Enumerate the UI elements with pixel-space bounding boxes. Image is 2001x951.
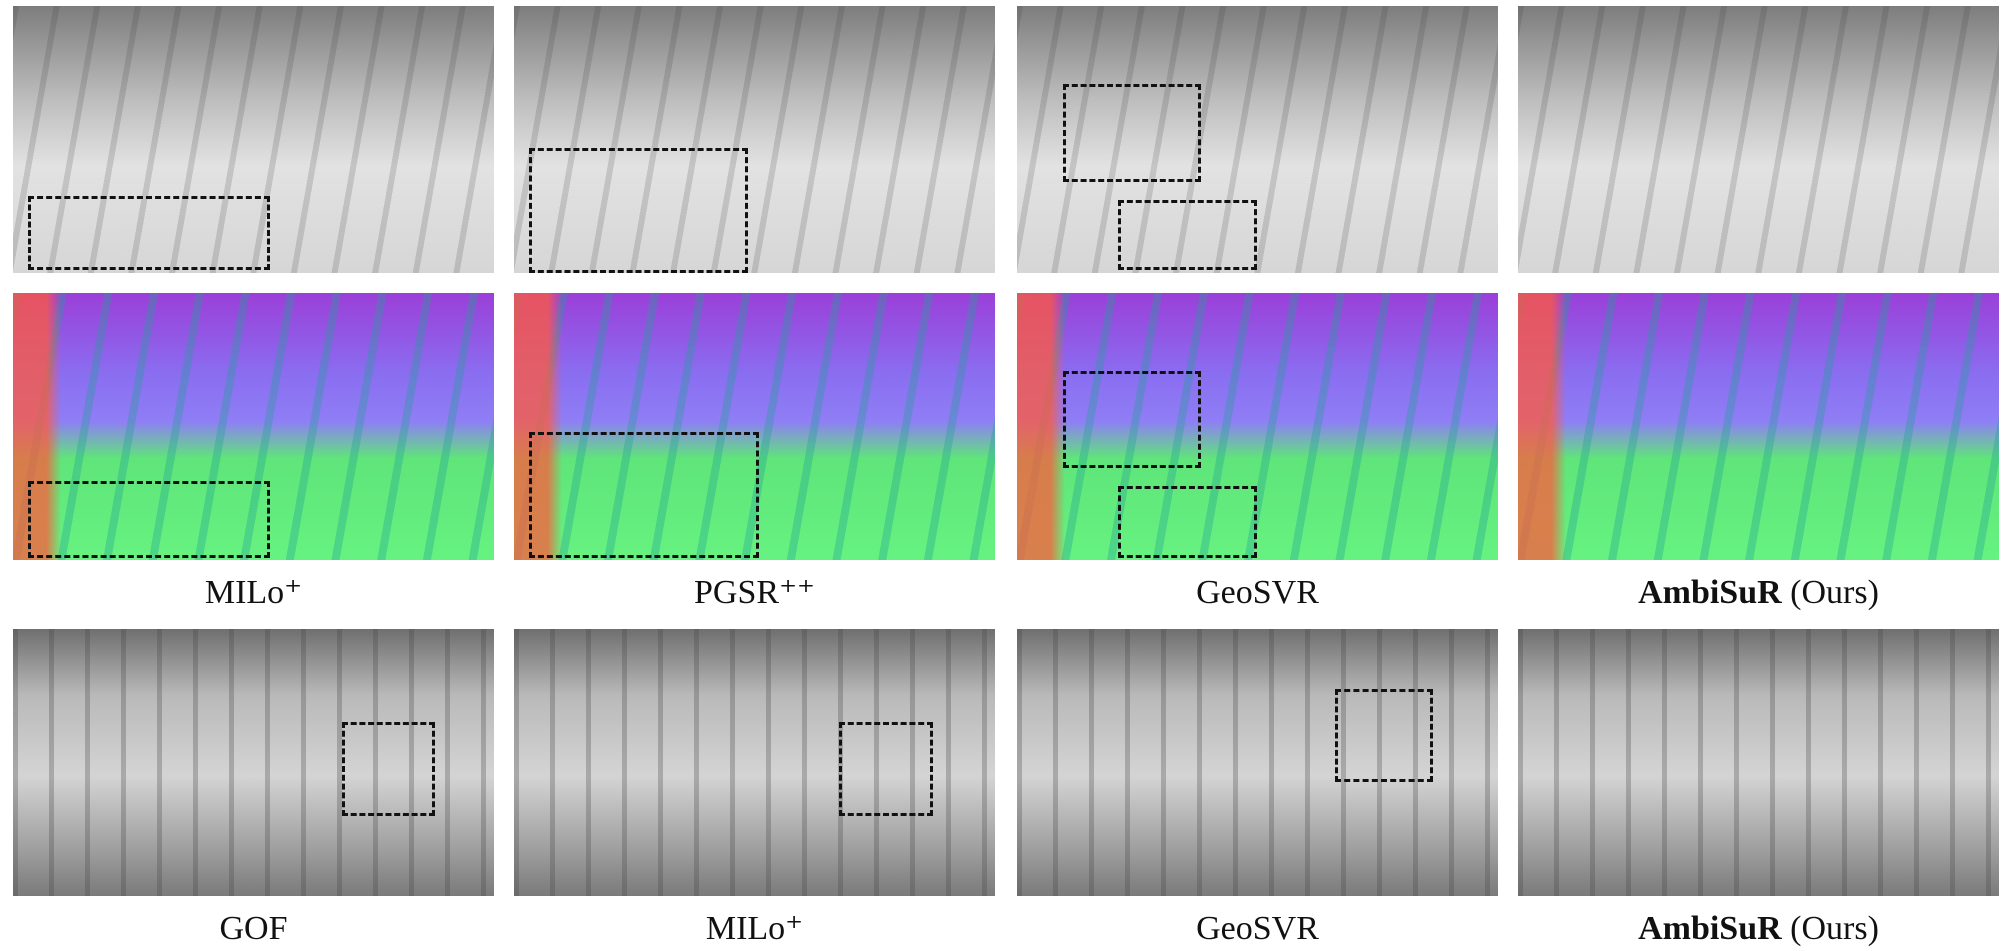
normal-image	[1518, 293, 1999, 560]
zoom-box	[529, 432, 759, 558]
caption: MILo⁺	[514, 909, 995, 949]
method-name: GOF	[219, 910, 288, 947]
render-image	[1017, 629, 1498, 896]
method-note: (Ours)	[1790, 574, 1879, 611]
render-image	[13, 629, 494, 896]
zoom-box	[529, 148, 748, 273]
zoom-box	[1063, 84, 1201, 182]
caption: GeoSVR	[1017, 909, 1498, 949]
zoom-box	[839, 722, 933, 816]
zoom-box	[1118, 486, 1257, 558]
method-name: PGSR⁺⁺	[694, 574, 815, 611]
zoom-box	[1335, 689, 1433, 782]
render-image	[1518, 6, 1999, 273]
render-image	[1518, 629, 1999, 896]
method-name: GeoSVR	[1196, 574, 1319, 611]
caption: GeoSVR	[1017, 573, 1498, 613]
caption: AmbiSuR (Ours)	[1518, 573, 1999, 613]
method-name: MILo⁺	[204, 574, 303, 611]
render-image	[514, 6, 995, 273]
caption: PGSR⁺⁺	[514, 573, 995, 613]
method-name: AmbiSuR	[1638, 574, 1782, 611]
zoom-box	[28, 481, 270, 558]
zoom-box	[1118, 200, 1257, 270]
method-name: GeoSVR	[1196, 910, 1319, 947]
zoom-box	[1063, 371, 1201, 468]
render-image	[13, 6, 494, 273]
zoom-box	[342, 722, 435, 816]
method-note: (Ours)	[1790, 910, 1879, 947]
normal-image	[1017, 293, 1498, 560]
method-name: AmbiSuR	[1638, 910, 1782, 947]
render-image	[1017, 6, 1498, 273]
normal-image	[514, 293, 995, 560]
caption: MILo⁺	[13, 573, 494, 613]
normal-image	[13, 293, 494, 560]
method-name: MILo⁺	[705, 910, 804, 947]
caption: GOF	[13, 909, 494, 949]
zoom-box	[28, 196, 270, 270]
caption: AmbiSuR (Ours)	[1518, 909, 1999, 949]
render-image	[514, 629, 995, 896]
